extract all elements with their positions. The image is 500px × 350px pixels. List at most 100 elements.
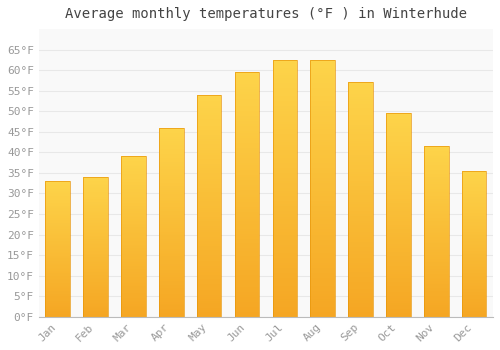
Bar xyxy=(121,181,146,182)
Bar xyxy=(310,168,335,170)
Bar xyxy=(272,245,297,247)
Bar xyxy=(462,220,486,222)
Bar xyxy=(348,232,373,235)
Bar xyxy=(84,301,108,303)
Bar xyxy=(348,197,373,199)
Bar xyxy=(46,210,70,211)
Bar xyxy=(159,237,184,239)
Bar xyxy=(84,283,108,285)
Bar xyxy=(424,158,448,160)
Bar xyxy=(46,292,70,294)
Bar xyxy=(462,207,486,209)
Bar xyxy=(386,239,410,241)
Bar xyxy=(234,253,260,255)
Bar xyxy=(159,233,184,236)
Bar xyxy=(272,132,297,134)
Bar xyxy=(46,250,70,252)
Bar xyxy=(46,313,70,314)
Bar xyxy=(310,294,335,296)
Bar xyxy=(348,289,373,291)
Bar xyxy=(310,98,335,101)
Bar xyxy=(159,306,184,307)
Bar xyxy=(348,176,373,178)
Bar xyxy=(46,245,70,246)
Bar xyxy=(46,271,70,272)
Bar xyxy=(234,217,260,219)
Bar xyxy=(121,216,146,217)
Bar xyxy=(197,106,222,108)
Bar xyxy=(386,278,410,280)
Bar xyxy=(159,273,184,275)
Bar xyxy=(46,306,70,307)
Bar xyxy=(121,222,146,224)
Bar xyxy=(348,199,373,202)
Bar xyxy=(386,136,410,138)
Bar xyxy=(310,147,335,150)
Bar xyxy=(348,293,373,296)
Bar xyxy=(272,60,297,317)
Bar xyxy=(424,267,448,269)
Bar xyxy=(310,80,335,83)
Bar xyxy=(348,97,373,99)
Bar xyxy=(424,174,448,175)
Bar xyxy=(348,235,373,237)
Bar xyxy=(462,269,486,270)
Bar xyxy=(84,178,108,180)
Bar xyxy=(197,279,222,281)
Bar xyxy=(424,165,448,167)
Bar xyxy=(386,292,410,294)
Bar xyxy=(272,119,297,121)
Bar xyxy=(197,186,222,188)
Bar xyxy=(84,220,108,222)
Bar xyxy=(386,315,410,317)
Bar xyxy=(159,205,184,207)
Bar xyxy=(424,186,448,187)
Bar xyxy=(348,90,373,92)
Bar xyxy=(424,281,448,283)
Bar xyxy=(46,294,70,295)
Bar xyxy=(424,177,448,178)
Bar xyxy=(348,239,373,242)
Bar xyxy=(46,196,70,197)
Bar xyxy=(121,203,146,205)
Bar xyxy=(462,298,486,299)
Bar xyxy=(159,186,184,188)
Bar xyxy=(462,206,486,207)
Bar xyxy=(348,134,373,136)
Bar xyxy=(310,158,335,160)
Bar xyxy=(386,311,410,313)
Bar xyxy=(46,299,70,301)
Bar xyxy=(462,202,486,203)
Bar xyxy=(121,220,146,222)
Bar xyxy=(159,264,184,266)
Bar xyxy=(424,216,448,218)
Bar xyxy=(386,195,410,197)
Bar xyxy=(272,170,297,173)
Bar xyxy=(46,307,70,309)
Bar xyxy=(197,99,222,102)
Bar xyxy=(84,266,108,268)
Bar xyxy=(46,230,70,231)
Bar xyxy=(348,111,373,113)
Bar xyxy=(46,242,70,244)
Bar xyxy=(348,253,373,256)
Bar xyxy=(462,260,486,261)
Bar xyxy=(84,195,108,197)
Bar xyxy=(310,250,335,253)
Bar xyxy=(84,199,108,201)
Bar xyxy=(46,197,70,199)
Bar xyxy=(46,279,70,280)
Bar xyxy=(121,187,146,189)
Bar xyxy=(121,235,146,237)
Bar xyxy=(121,182,146,184)
Bar xyxy=(348,256,373,258)
Bar xyxy=(386,299,410,301)
Bar xyxy=(84,261,108,262)
Bar xyxy=(197,199,222,201)
Bar xyxy=(121,243,146,245)
Bar xyxy=(462,273,486,274)
Bar xyxy=(424,223,448,225)
Bar xyxy=(46,207,70,208)
Bar xyxy=(348,249,373,251)
Bar xyxy=(159,166,184,167)
